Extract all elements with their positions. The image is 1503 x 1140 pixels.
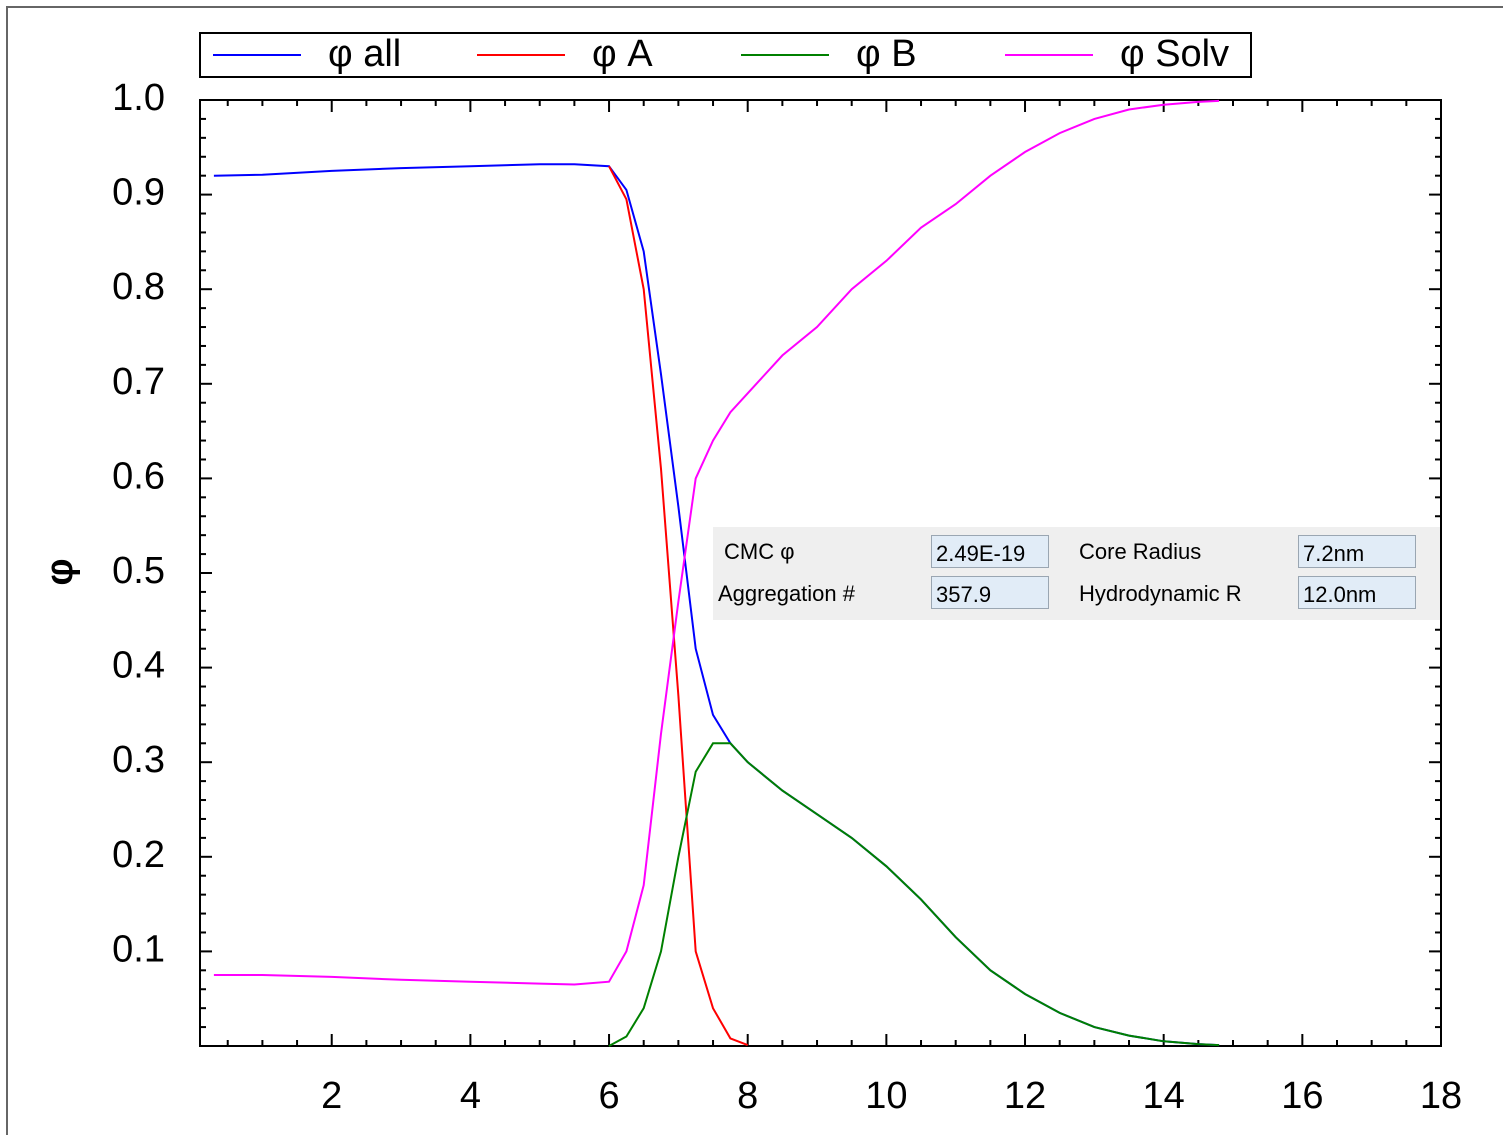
y-tick-label: 0.1 bbox=[112, 928, 165, 970]
series-line bbox=[608, 165, 749, 1047]
x-tick-label: 4 bbox=[460, 1075, 481, 1117]
legend-label: φ A bbox=[592, 33, 653, 75]
y-tick-label: 0.2 bbox=[112, 834, 165, 876]
y-tick-label: 0.4 bbox=[112, 645, 165, 687]
x-tick-label: 12 bbox=[1004, 1075, 1046, 1117]
legend-label: φ all bbox=[328, 33, 401, 75]
y-tick-label: 0.9 bbox=[112, 172, 165, 214]
panel-value: 7.2nm bbox=[1298, 535, 1416, 568]
y-axis-label: φ bbox=[39, 558, 81, 585]
panel-label: Core Radius bbox=[1079, 539, 1202, 564]
y-tick-label: 0.8 bbox=[112, 266, 165, 308]
y-tick-label: 0.7 bbox=[112, 361, 165, 403]
info-panel: CMC φ 2.49E-19 Core Radius 7.2nm Aggrega… bbox=[713, 527, 1440, 620]
x-tick-label: 16 bbox=[1281, 1075, 1323, 1117]
series-line bbox=[608, 742, 1220, 1047]
legend-label: φ B bbox=[856, 33, 917, 75]
y-tick-label: 0.3 bbox=[112, 739, 165, 781]
x-tick-label: 14 bbox=[1143, 1075, 1185, 1117]
series-line bbox=[213, 99, 1220, 986]
x-tick-label: 2 bbox=[321, 1075, 342, 1117]
panel-value: 2.49E-19 bbox=[931, 535, 1049, 568]
panel-label: CMC φ bbox=[724, 539, 795, 564]
y-tick-label: 0.5 bbox=[112, 550, 165, 592]
legend-label: φ Solv bbox=[1120, 33, 1229, 75]
y-tick-label: 1.0 bbox=[112, 77, 165, 119]
panel-value: 357.9 bbox=[931, 576, 1049, 609]
x-tick-label: 6 bbox=[598, 1075, 619, 1117]
panel-value: 12.0nm bbox=[1298, 576, 1416, 609]
y-tick-label: 0.6 bbox=[112, 455, 165, 497]
x-tick-label: 8 bbox=[737, 1075, 758, 1117]
panel-label: Hydrodynamic R bbox=[1079, 581, 1242, 606]
x-tick-label: 10 bbox=[865, 1075, 907, 1117]
x-tick-label: 18 bbox=[1420, 1075, 1462, 1117]
panel-label: Aggregation # bbox=[718, 581, 855, 606]
